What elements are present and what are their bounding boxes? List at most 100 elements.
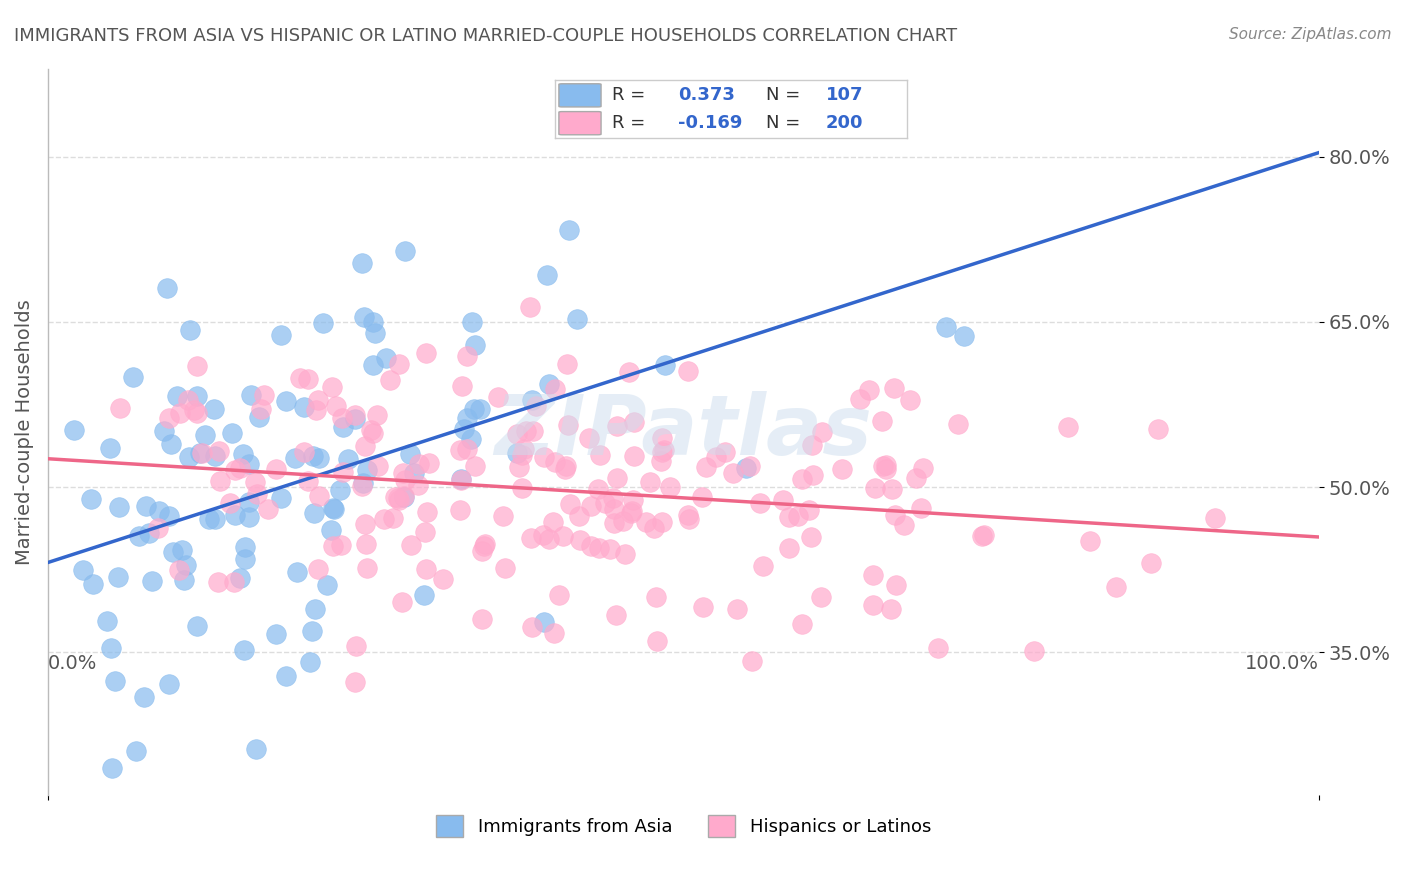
Point [544,382,567,396]
Point [250,401,273,416]
Point [519,300,541,314]
Point [714,444,737,458]
Point [285,565,308,579]
Text: 0.0%: 0.0% [48,654,97,673]
Point [148,521,170,535]
Point [725,601,748,615]
Point [246,487,269,501]
Point [460,315,482,329]
Point [319,523,342,537]
Point [401,538,423,552]
Point [1056,420,1078,434]
Point [695,460,717,475]
Point [568,508,591,523]
Point [208,443,231,458]
Point [101,761,124,775]
Point [402,466,425,480]
Point [875,458,897,472]
Point [543,625,565,640]
Point [193,428,215,442]
Point [361,358,384,372]
Point [245,742,267,756]
Point [222,575,245,590]
Point [229,571,252,585]
Point [264,462,287,476]
Point [875,461,897,475]
Point [233,643,256,657]
Point [738,458,761,473]
Point [506,427,529,442]
Point [645,634,668,648]
Point [645,591,668,605]
Point [456,442,478,457]
Point [450,473,472,487]
Point [243,475,266,490]
Legend: Immigrants from Asia, Hispanics or Latinos: Immigrants from Asia, Hispanics or Latin… [429,808,938,845]
Point [741,654,763,668]
Point [506,446,529,460]
Point [893,518,915,533]
Point [464,458,486,473]
Point [547,588,569,602]
Point [124,744,146,758]
Point [353,517,375,532]
Point [603,502,626,516]
Point [973,527,995,541]
Point [413,588,436,602]
Point [799,503,821,517]
Point [605,607,627,622]
Point [186,619,208,633]
Point [364,326,387,340]
Point [882,482,904,496]
Point [186,405,208,419]
Point [179,323,201,337]
Point [98,442,121,456]
Point [494,561,516,575]
Point [391,467,413,481]
Point [264,626,287,640]
Point [456,349,478,363]
Point [156,281,179,295]
Text: 100.0%: 100.0% [1246,654,1319,673]
Point [510,448,533,462]
Point [849,392,872,406]
Point [224,463,246,477]
Point [721,466,744,480]
Point [207,575,229,590]
Point [858,383,880,397]
Point [543,515,565,529]
Point [692,600,714,615]
Point [579,540,602,554]
Point [384,490,406,504]
Point [353,310,375,324]
Point [651,444,673,458]
Point [208,475,231,489]
Point [107,500,129,514]
Point [336,451,359,466]
Point [599,541,621,556]
Point [107,570,129,584]
Point [678,512,700,526]
Point [636,516,658,530]
Point [162,544,184,558]
Point [302,450,325,464]
Point [166,389,188,403]
Point [554,462,576,476]
Point [792,617,814,632]
Point [772,492,794,507]
Point [356,561,378,575]
Point [544,454,567,468]
Point [935,320,957,334]
Point [148,504,170,518]
Point [305,403,328,417]
Point [536,268,558,282]
Point [581,499,603,513]
Point [463,402,485,417]
Point [778,510,800,524]
Point [910,501,932,516]
Point [186,359,208,373]
Point [416,505,439,519]
Point [1147,422,1170,436]
Point [621,493,644,508]
Point [1140,557,1163,571]
